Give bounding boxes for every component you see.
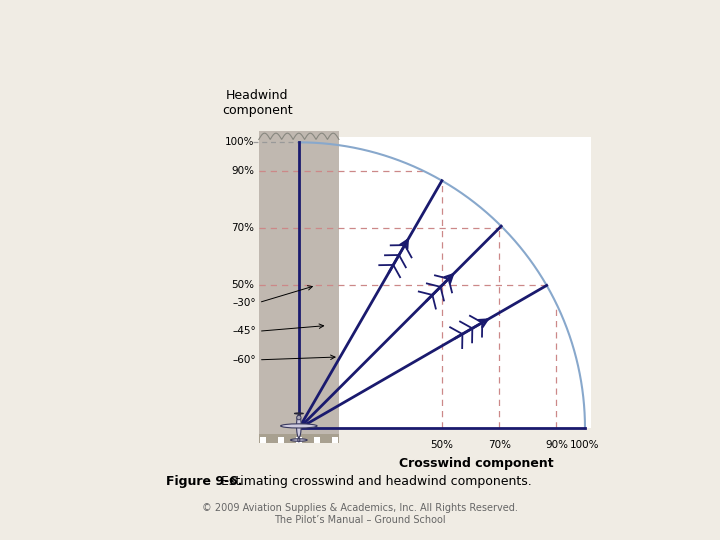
Bar xyxy=(314,437,320,465)
Text: Crosswind component: Crosswind component xyxy=(399,457,554,470)
Ellipse shape xyxy=(281,424,317,428)
Bar xyxy=(299,137,590,429)
Text: 90%: 90% xyxy=(545,440,568,450)
Text: Headwind
component: Headwind component xyxy=(222,89,292,117)
Text: 70%: 70% xyxy=(487,440,510,450)
Text: Figure 9-6.: Figure 9-6. xyxy=(166,475,242,488)
Text: –60°: –60° xyxy=(233,355,256,365)
Text: 100%: 100% xyxy=(225,137,254,147)
Ellipse shape xyxy=(297,414,301,437)
Text: 70%: 70% xyxy=(232,223,254,233)
Bar xyxy=(258,434,339,469)
Text: –30°: –30° xyxy=(233,298,256,308)
Text: 50%: 50% xyxy=(431,440,454,450)
Bar xyxy=(296,437,302,465)
Bar xyxy=(277,437,284,465)
Text: –45°: –45° xyxy=(232,326,256,336)
Text: © 2009 Aviation Supplies & Academics, Inc. All Rights Reserved.
The Pilot’s Manu: © 2009 Aviation Supplies & Academics, In… xyxy=(202,503,518,525)
Text: 90%: 90% xyxy=(232,166,254,176)
Ellipse shape xyxy=(294,413,303,414)
Ellipse shape xyxy=(291,439,307,441)
Bar xyxy=(332,437,338,465)
Polygon shape xyxy=(258,133,339,139)
Text: Estimating crosswind and headwind components.: Estimating crosswind and headwind compon… xyxy=(217,475,532,488)
Circle shape xyxy=(297,415,301,420)
Bar xyxy=(259,437,266,465)
Text: 100%: 100% xyxy=(570,440,600,450)
Bar xyxy=(258,131,339,440)
Ellipse shape xyxy=(298,438,300,442)
Text: 50%: 50% xyxy=(232,280,254,291)
Bar xyxy=(258,131,339,440)
